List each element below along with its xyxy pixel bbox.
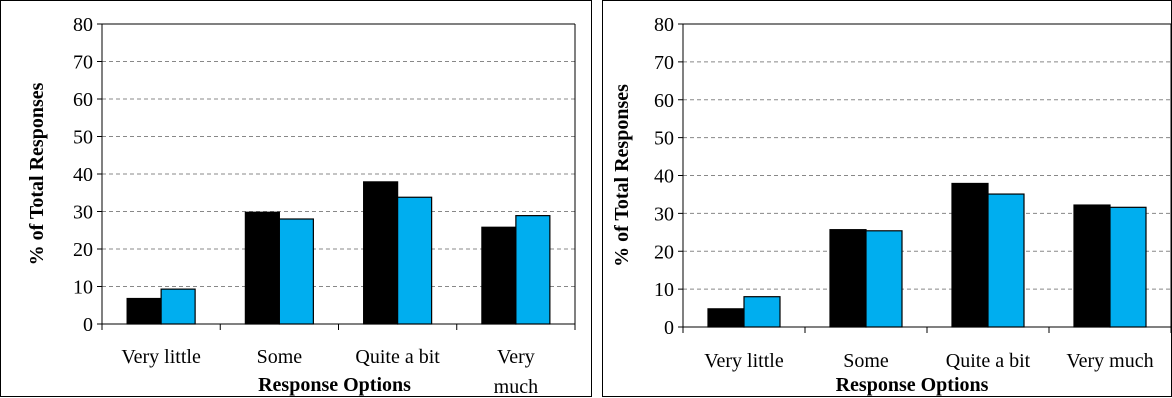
y-tick-label: 80 — [654, 14, 674, 36]
bar-chart-left: 0 10 20 30 40 50 60 70 80 Very little Some Quite a … — [26, 14, 576, 398]
y-axis-title: % of Total Responses — [26, 82, 48, 265]
y-tick-label: 50 — [654, 128, 674, 150]
y-tick-label: 60 — [73, 89, 93, 111]
bar-2-some — [278, 218, 314, 325]
x-category-label: Some — [843, 350, 889, 372]
x-category-label: Some — [257, 346, 303, 368]
y-tick-label: 70 — [73, 52, 93, 74]
bar-1-some — [244, 211, 280, 325]
x-category-label: Quite a bit — [355, 346, 440, 368]
bar-1-some — [829, 229, 867, 328]
bar-2-very-little — [743, 296, 781, 328]
y-tick-label: 20 — [73, 239, 93, 261]
x-category-label: Very little — [121, 346, 201, 368]
bar-1-quite-a-bit — [951, 182, 989, 328]
bar-1-very-much — [1073, 204, 1111, 328]
chart-panel-left: 0 10 20 30 40 50 60 70 80 Very little Some Quite a … — [0, 0, 592, 398]
bar-1-very-little — [126, 297, 162, 325]
y-tick-label: 10 — [73, 277, 93, 299]
x-category-label: Quite a bit — [946, 350, 1031, 372]
y-tick-label: 50 — [73, 127, 93, 149]
bar-1-very-little — [707, 308, 745, 328]
bar-1-very-much — [481, 226, 517, 325]
x-axis-title: Response Options — [258, 374, 411, 396]
bar-2-some — [865, 230, 903, 328]
bar-1-quite-a-bit — [363, 181, 399, 325]
bar-2-very-much — [1109, 206, 1147, 328]
y-tick-label: 30 — [73, 202, 93, 224]
x-category-label: Very — [497, 346, 535, 368]
bar-chart-right: 0 10 20 30 40 50 60 70 80 Very little Some Quite a … — [611, 14, 1172, 396]
y-tick-label: 70 — [654, 52, 674, 74]
y-tick-label: 0 — [664, 317, 674, 339]
y-tick-label: 10 — [654, 279, 674, 301]
x-axis-title: Response Options — [836, 374, 989, 396]
x-category-label: Very little — [704, 350, 784, 372]
y-tick-label: 0 — [83, 314, 93, 336]
bar-2-quite-a-bit — [397, 196, 433, 325]
y-tick-label: 80 — [73, 14, 93, 36]
y-axis-title: % of Total Responses — [611, 84, 633, 267]
y-tick-label: 40 — [654, 166, 674, 188]
x-category-label: much — [494, 376, 538, 398]
x-category-label: Very much — [1066, 350, 1153, 372]
y-tick-label: 20 — [654, 241, 674, 263]
y-tick-label: 40 — [73, 164, 93, 186]
bar-2-quite-a-bit — [987, 193, 1025, 328]
bar-2-very-much — [515, 215, 551, 325]
y-tick-label: 60 — [654, 90, 674, 112]
bar-2-very-little — [160, 288, 196, 325]
y-tick-label: 30 — [654, 203, 674, 225]
chart-panel-right: 0 10 20 30 40 50 60 70 80 Very little Some Quite a … — [602, 0, 1172, 397]
